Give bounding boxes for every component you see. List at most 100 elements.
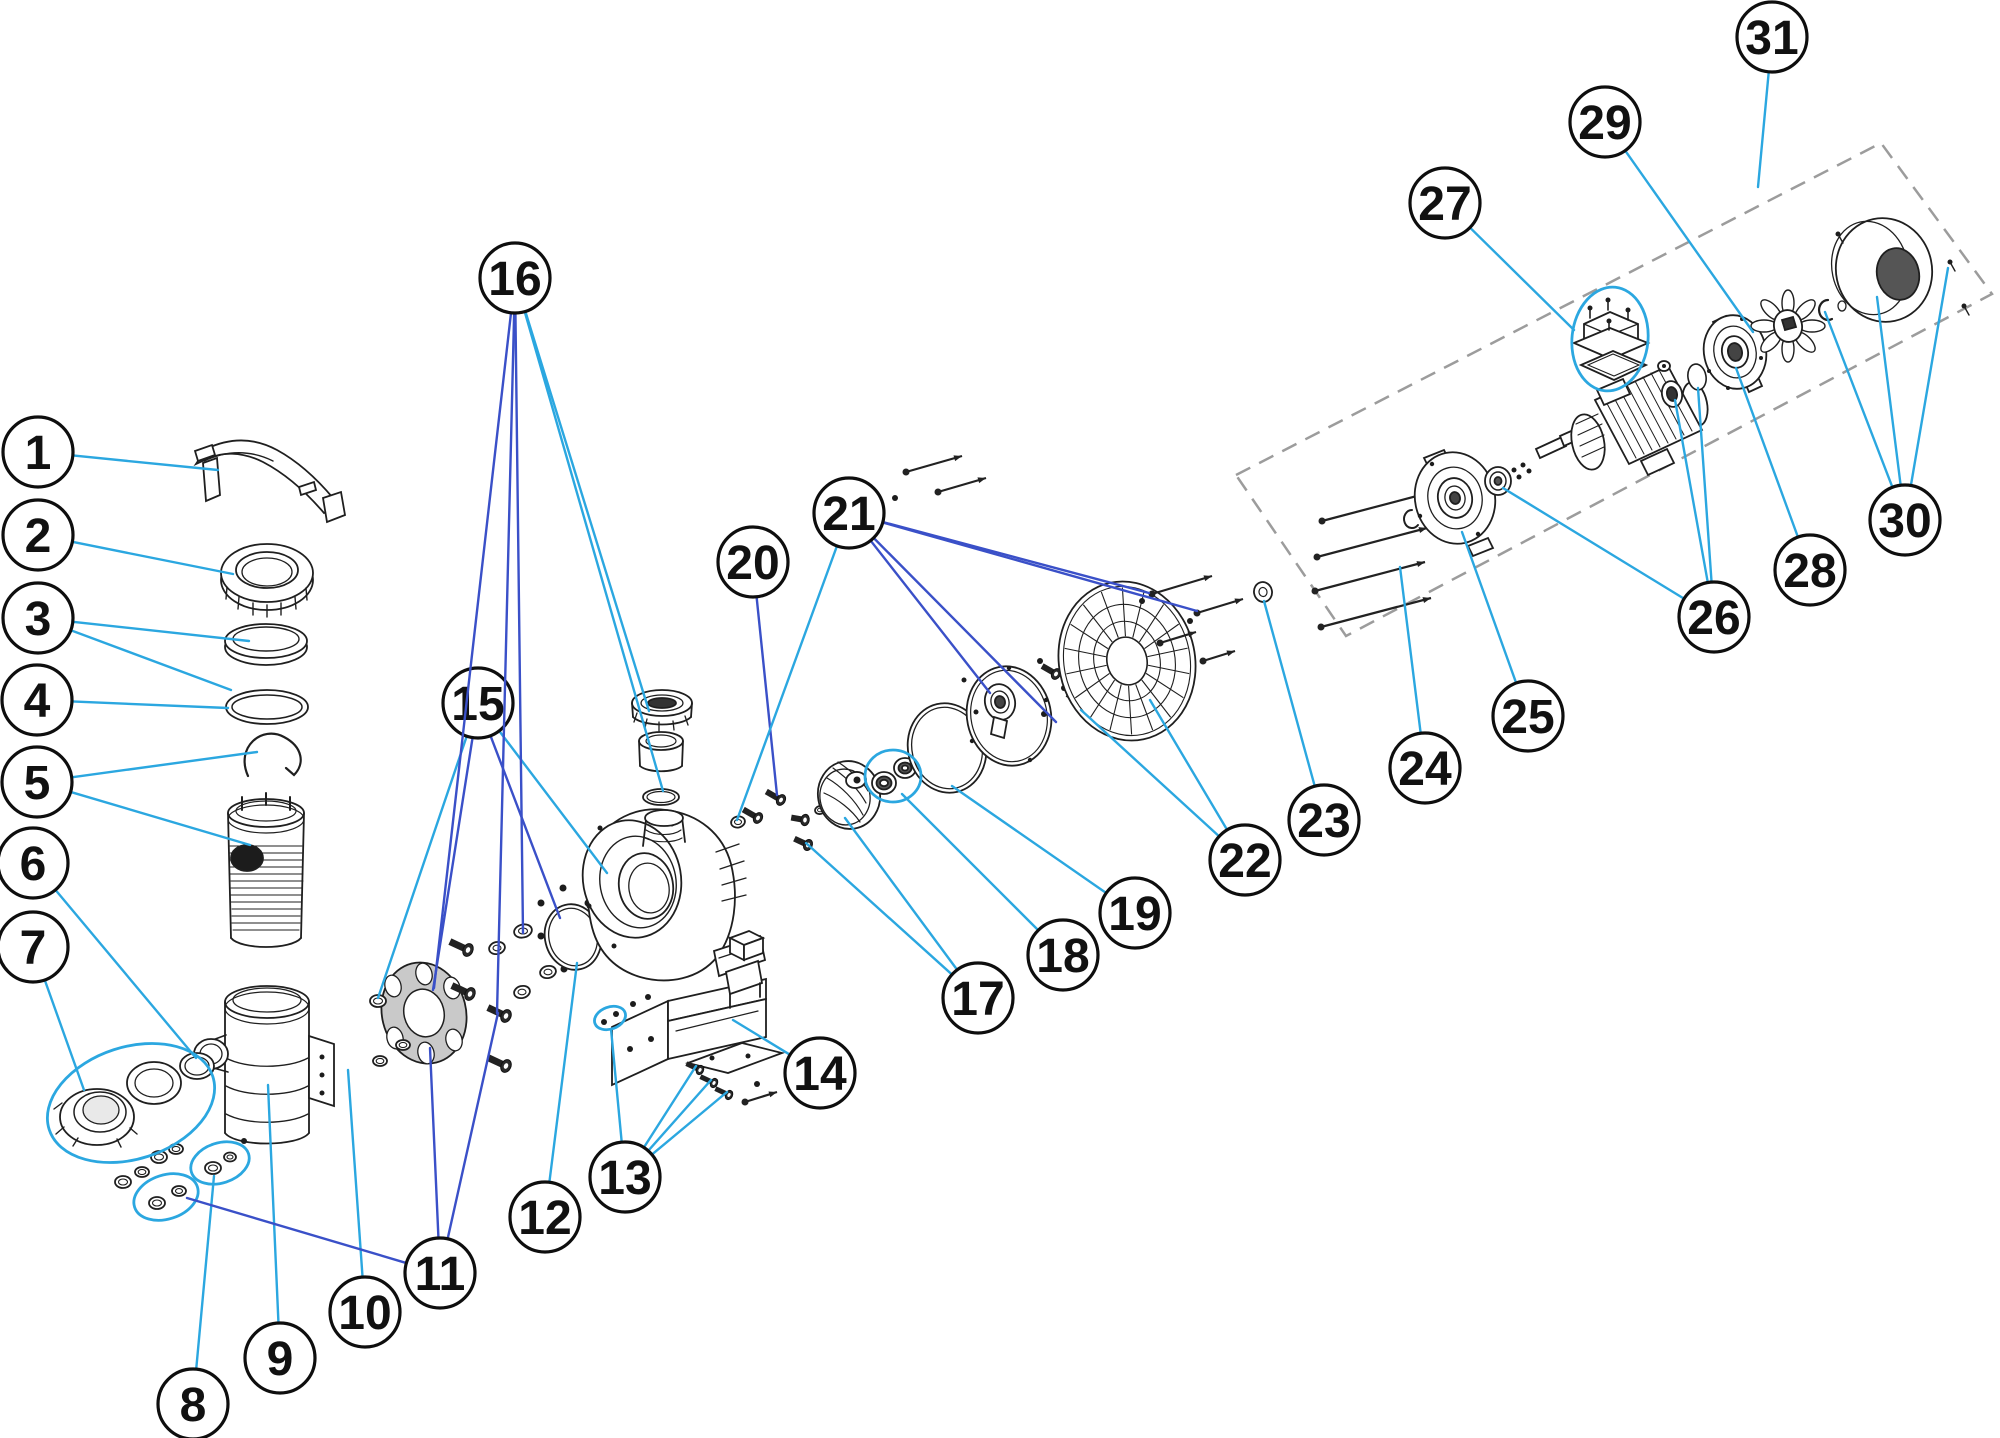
leader-line <box>43 978 86 1092</box>
callout-12: 12 <box>508 961 582 1254</box>
grid-spoke <box>1070 623 1109 650</box>
nut-group-highlight-2 <box>189 1140 251 1186</box>
grid-spoke <box>1144 623 1180 649</box>
callout-number: 4 <box>24 675 51 728</box>
part-shape <box>1449 491 1461 505</box>
hex-bolt-facet <box>503 1013 509 1019</box>
leader-line <box>735 544 839 822</box>
part-shape <box>1258 586 1268 598</box>
callout-number: 26 <box>1687 592 1740 645</box>
grid-spokes <box>1064 587 1190 735</box>
long-bolt-head <box>741 1098 749 1106</box>
callout-number: 12 <box>518 1192 571 1245</box>
screw-group-highlight <box>593 1004 627 1032</box>
long-bolt-tip <box>1416 561 1425 567</box>
callout-circle <box>716 525 790 599</box>
part-shape <box>223 1151 237 1163</box>
long-bolt-tip <box>1203 575 1212 582</box>
long-bolt-head <box>1311 587 1319 595</box>
long-bolt-head <box>1156 639 1164 647</box>
fan-circlip <box>1817 298 1834 322</box>
callout-number: 21 <box>822 488 875 541</box>
callout-number: 13 <box>598 1152 651 1205</box>
leader-line <box>70 750 259 779</box>
callout-circle <box>1408 166 1482 240</box>
part-shape <box>174 1188 184 1194</box>
leader-line <box>1501 486 1686 600</box>
long-bolt <box>1316 526 1428 559</box>
part-shape <box>203 452 274 462</box>
callout-6: 6 <box>0 826 198 1060</box>
callout-7: 7 <box>0 910 86 1092</box>
leader-line <box>1696 386 1713 584</box>
leader-line <box>731 1018 792 1056</box>
callout-5: 5 <box>0 745 259 847</box>
screw-dot <box>892 495 898 501</box>
callout-number: 25 <box>1501 691 1554 744</box>
screw-dot <box>1037 658 1043 664</box>
screw-dot <box>648 1036 654 1042</box>
part-shape <box>730 815 746 829</box>
screw-dot <box>537 899 545 907</box>
hex-bolt-facet <box>1053 671 1059 677</box>
part-shape <box>53 1102 138 1148</box>
part-shape <box>632 716 692 726</box>
part-shape <box>224 1132 310 1145</box>
part-shape <box>308 1034 335 1108</box>
callout-number: 10 <box>338 1287 391 1340</box>
leader-line <box>1262 599 1316 788</box>
screw-dot <box>597 825 603 831</box>
leader-line <box>514 311 525 935</box>
part-shape <box>321 490 347 524</box>
grid-spoke <box>1100 591 1119 638</box>
callout-number: 17 <box>951 973 1004 1026</box>
grid-spoke <box>1109 684 1122 731</box>
long-bolt-tip <box>977 477 986 484</box>
grid-spoke <box>1145 672 1184 699</box>
grid-spoke <box>1082 604 1113 643</box>
callout-circle <box>1388 731 1462 805</box>
part-shape <box>171 1185 187 1197</box>
leader-line <box>881 521 1199 613</box>
callout-circle <box>1773 533 1847 607</box>
part-shape <box>901 764 909 772</box>
part-shape <box>647 697 677 709</box>
part-shape <box>402 988 446 1038</box>
leader-line <box>70 700 230 710</box>
callout-number: 20 <box>726 537 779 590</box>
callout-14: 14 <box>731 1018 857 1110</box>
part-shape <box>1665 386 1679 402</box>
hex-bolt-facet <box>755 815 761 821</box>
part-shape <box>231 694 303 720</box>
screw-dot <box>601 1019 607 1025</box>
callout-27: 27 <box>1408 166 1576 332</box>
part-shape <box>628 862 670 914</box>
callout-circle <box>328 1275 402 1349</box>
motor-assembly-dashed-outline <box>1234 141 1994 638</box>
hex-bolt-facet <box>727 1092 731 1098</box>
part-shape <box>225 1057 309 1123</box>
callout-number: 14 <box>793 1048 847 1101</box>
callout-number: 22 <box>1218 835 1271 888</box>
leader-line <box>950 784 1108 895</box>
screw-dot <box>1516 474 1522 480</box>
part-shape <box>1575 413 1605 458</box>
grid-spoke <box>1074 673 1110 699</box>
callout-number: 27 <box>1418 178 1471 231</box>
screw-dot <box>241 1138 247 1144</box>
part-shape <box>202 456 221 503</box>
callout-circle <box>156 1367 230 1438</box>
long-bolt-tip <box>1418 527 1427 533</box>
callout-29: 29 <box>1568 85 1755 334</box>
long-bolt <box>1151 574 1213 596</box>
screw-dot <box>853 776 861 784</box>
screw-dot <box>319 1090 325 1096</box>
long-bolt-head <box>934 488 942 496</box>
callout-number: 16 <box>488 253 541 306</box>
callout-2: 2 <box>1 498 235 576</box>
long-bolt-tip <box>768 1091 777 1098</box>
grid-spoke <box>1089 679 1116 718</box>
leader-line <box>755 595 779 797</box>
part-shape <box>82 1095 120 1125</box>
